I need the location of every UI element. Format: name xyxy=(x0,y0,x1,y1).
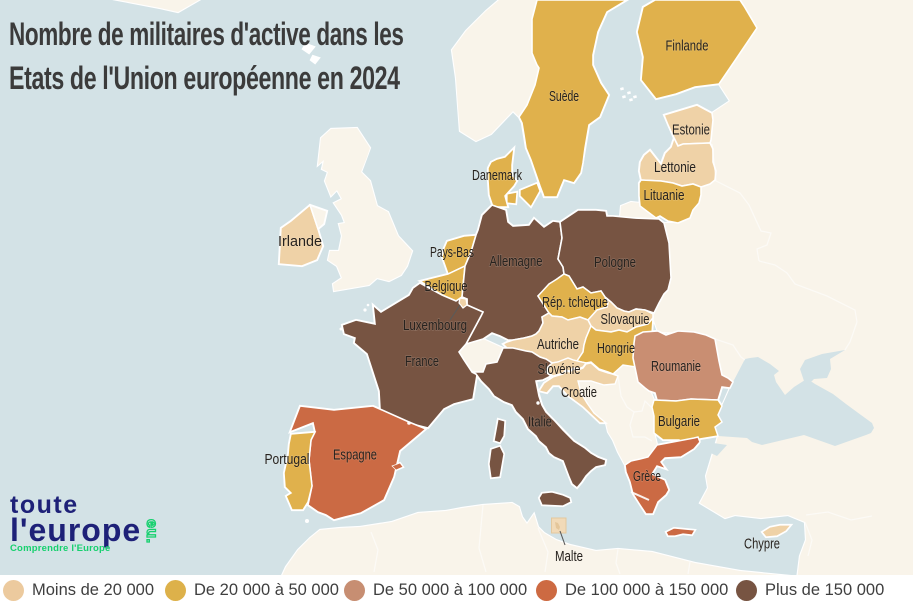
svg-text:Grèce: Grèce xyxy=(633,468,661,485)
svg-text:Luxembourg: Luxembourg xyxy=(403,317,467,334)
svg-text:Lettonie: Lettonie xyxy=(654,159,696,176)
svg-text:Italie: Italie xyxy=(528,414,552,431)
svg-text:Hongrie: Hongrie xyxy=(597,340,635,357)
svg-text:Malte: Malte xyxy=(555,548,583,565)
svg-text:Roumanie: Roumanie xyxy=(651,358,701,375)
svg-text:Belgique: Belgique xyxy=(425,278,468,295)
svg-text:Rép. tchèque: Rép. tchèque xyxy=(542,294,608,311)
svg-text:France: France xyxy=(405,353,439,370)
svg-text:Slovénie: Slovénie xyxy=(538,361,581,378)
svg-text:Irlande: Irlande xyxy=(278,233,322,250)
svg-text:Allemagne: Allemagne xyxy=(490,253,543,270)
svg-text:Espagne: Espagne xyxy=(333,447,377,464)
svg-text:Finlande: Finlande xyxy=(666,38,709,55)
svg-text:Chypre: Chypre xyxy=(744,536,780,553)
svg-text:Suède: Suède xyxy=(549,88,579,105)
svg-text:Autriche: Autriche xyxy=(537,336,579,353)
svg-text:Lituanie: Lituanie xyxy=(644,187,685,204)
svg-text:Estonie: Estonie xyxy=(672,122,710,139)
svg-text:Croatie: Croatie xyxy=(561,384,597,401)
svg-text:Danemark: Danemark xyxy=(472,167,522,184)
svg-text:Pays-Bas: Pays-Bas xyxy=(430,244,474,261)
svg-text:Portugal: Portugal xyxy=(265,451,310,468)
svg-text:Bulgarie: Bulgarie xyxy=(658,413,700,430)
svg-text:Pologne: Pologne xyxy=(594,254,636,271)
svg-text:Slovaquie: Slovaquie xyxy=(601,311,650,328)
